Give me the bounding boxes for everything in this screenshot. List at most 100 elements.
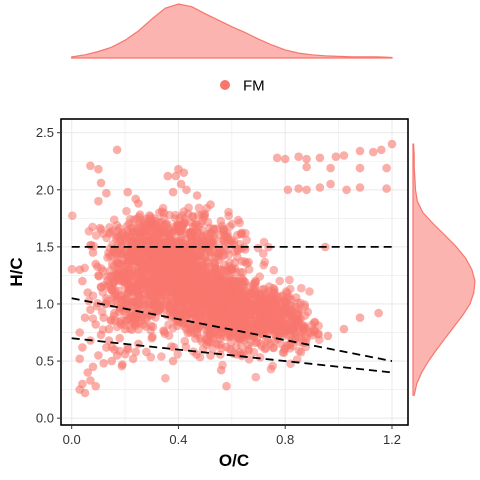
data-point [222,381,231,391]
data-point [189,230,198,240]
data-point [148,322,158,332]
data-point [114,258,123,268]
data-point [105,266,115,276]
y-axis: 0.0 0.5 1.0 1.5 2.0 2.5 [36,125,61,426]
data-point [300,311,310,320]
data-point [118,360,127,369]
data-point [219,227,229,236]
data-point [237,280,247,290]
data-point [102,294,111,303]
data-point [251,372,261,382]
data-point [168,356,178,366]
data-point [139,295,149,304]
data-point [244,345,253,354]
data-point [253,243,263,253]
data-point [147,291,156,301]
data-point [107,356,116,366]
data-point [123,187,132,197]
data-point [91,231,101,240]
data-point [355,146,365,156]
data-point [259,249,268,258]
data-point [225,258,234,267]
marginal-y-density-area [412,143,476,396]
data-point [294,316,304,326]
data-point [355,183,365,192]
data-point [91,259,100,269]
x-axis-title: O/C [219,451,249,470]
data-point [197,210,207,220]
data-point [172,299,182,309]
data-point [96,330,106,340]
data-point [110,308,119,318]
data-point [143,265,152,275]
data-point [196,304,206,313]
data-point [115,317,124,327]
data-point [171,171,181,181]
data-point [105,223,114,232]
data-point [238,268,248,277]
data-point [120,349,130,359]
data-point [96,282,106,292]
data-point [130,319,139,329]
reference-line-3 [71,337,393,374]
data-point [186,254,196,263]
data-point [269,265,279,275]
x-tick-label: 1.2 [383,432,401,447]
data-point [131,281,141,291]
plot-panel [60,118,409,426]
data-point [226,332,235,342]
data-point [213,276,222,285]
data-point [302,185,311,195]
data-point [198,297,207,306]
data-point [165,267,174,276]
data-point [287,326,297,335]
y-axis-title: H/C [7,257,26,286]
legend: FM [220,78,265,95]
data-point [218,321,227,331]
data-point [237,229,246,239]
data-point [134,339,143,349]
legend-label-fm: FM [243,78,265,95]
marginal-density-x [71,3,393,59]
data-point [251,338,260,348]
data-point [293,298,302,308]
data-point [173,350,182,359]
data-point [97,225,106,234]
data-point [140,278,150,288]
data-point [374,308,383,318]
data-point [285,275,294,285]
data-point [112,145,122,155]
data-point [174,251,184,261]
data-point [214,340,223,350]
data-point [164,320,173,329]
y-tick-label: 0.0 [36,411,54,426]
data-point [267,325,277,335]
data-point [264,287,273,296]
data-point [86,376,95,385]
data-point [149,283,158,293]
data-point [377,145,386,155]
x-tick-label: 0.0 [63,432,81,447]
legend-marker-fm [220,80,230,90]
data-point [177,211,187,220]
data-point [229,306,239,316]
data-point [190,321,199,331]
data-point [194,203,204,213]
y-tick-label: 2.5 [36,125,54,140]
data-point [185,328,195,337]
data-point [126,237,135,246]
data-point [275,317,284,327]
data-point [110,245,119,255]
data-point [162,219,172,228]
data-point [323,331,333,341]
data-point [355,313,365,323]
marginal-density-y [412,143,476,396]
data-point [75,328,84,337]
data-point [302,154,311,164]
data-point [242,235,251,245]
reference-lines [71,245,393,374]
data-point [78,276,87,286]
data-point [272,295,282,304]
data-point [88,362,98,372]
data-point [342,185,351,195]
